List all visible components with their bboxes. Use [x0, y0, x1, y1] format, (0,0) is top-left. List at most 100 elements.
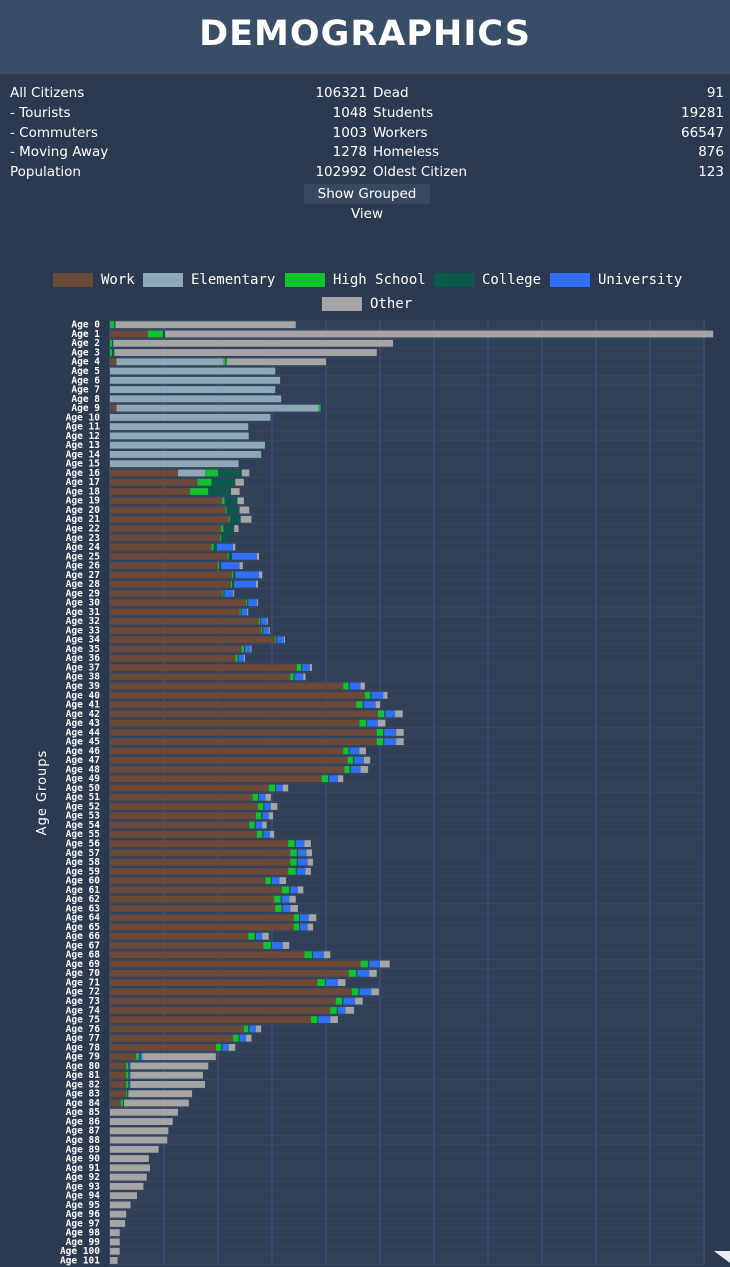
bar-segment-work — [110, 867, 289, 875]
bar-segment-work — [110, 997, 336, 1005]
bar-segment-work — [110, 534, 221, 542]
bar-segment-other — [290, 904, 298, 912]
y-tick-label: Age 97 — [66, 1218, 100, 1229]
bar-segment-other — [110, 1220, 126, 1227]
bar-segment-other — [110, 1192, 137, 1200]
bar-segment-other — [304, 840, 311, 848]
bar-segment-highschool — [126, 1071, 129, 1079]
bar-segment-highschool — [110, 321, 115, 329]
resize-handle[interactable] — [714, 1251, 730, 1263]
bar-segment-other — [380, 960, 390, 968]
bar-segment-college — [247, 599, 249, 607]
bar-segment-work — [110, 1006, 331, 1014]
bar-segment-highschool — [317, 979, 325, 986]
bar-segment-other — [309, 664, 312, 671]
bar-segment-university — [245, 645, 251, 653]
bar-segment-college — [336, 1006, 338, 1014]
bar-segment-other — [226, 358, 326, 366]
bar-segment-elementary — [110, 367, 276, 375]
bar-segment-university — [238, 654, 244, 662]
y-tick-label: Age 33 — [66, 625, 101, 636]
y-tick-label: Age 52 — [66, 801, 100, 812]
y-tick-label: Age 1 — [71, 329, 100, 340]
bar-segment-work — [110, 552, 228, 560]
bar-segment-other — [355, 997, 363, 1005]
bar-segment-work — [110, 969, 349, 977]
stat-value: 91 — [706, 85, 724, 101]
stat-row: - Tourists 1048 — [10, 103, 367, 123]
bar-segment-college — [289, 886, 291, 894]
bar-segment-university — [224, 589, 234, 597]
bar-segment-highschool — [215, 1043, 222, 1051]
bar-segment-other — [233, 589, 235, 597]
y-tick-label: Age 71 — [66, 977, 101, 988]
bar-segment-college — [162, 330, 166, 338]
bar-segment-other — [360, 766, 369, 773]
bar-segment-highschool — [230, 580, 233, 588]
bar-segment-university — [222, 1043, 229, 1051]
bar-segment-college — [211, 478, 236, 486]
bar-segment-work — [110, 719, 360, 727]
stat-value: 1278 — [332, 144, 367, 161]
bar-segment-work — [110, 506, 226, 514]
bar-segment-university — [369, 960, 380, 968]
bar-segment-work — [110, 1081, 127, 1088]
bar-segment-college — [294, 840, 296, 848]
bar-segment-highschool — [288, 867, 296, 875]
bar-segment-elementary — [116, 404, 319, 412]
bar-segment-other — [262, 932, 269, 940]
bar-segment-other — [396, 728, 404, 736]
y-tick-label: Age 38 — [66, 672, 101, 683]
bar-segment-highschool — [222, 589, 224, 597]
bar-segment-university — [300, 923, 308, 931]
y-tick-label: Age 18 — [66, 486, 101, 497]
bar-segment-other — [289, 895, 296, 903]
show-grouped-view-button[interactable]: Show Grouped View — [304, 184, 430, 222]
bar-segment-college — [356, 969, 358, 977]
legend-swatch — [434, 273, 474, 287]
y-tick-label: Age 53 — [66, 811, 101, 822]
bar-segment-other — [110, 1238, 120, 1246]
y-tick-label: Age 61 — [66, 885, 101, 896]
bar-segment-university — [349, 747, 360, 755]
bar-segment-work — [110, 1016, 311, 1024]
bar-segment-college — [299, 923, 301, 931]
y-tick-label: Age 46 — [66, 746, 101, 757]
y-tick-label: Age 41 — [66, 700, 101, 711]
bar-segment-college — [262, 627, 264, 634]
bar-segment-other — [330, 1016, 338, 1024]
bar-segment-highschool — [248, 932, 255, 940]
bar-segment-university — [262, 812, 269, 820]
y-tick-label: Age 16 — [66, 468, 101, 479]
bar-segment-university — [235, 571, 260, 579]
bar-segment-elementary — [110, 441, 265, 449]
legend-swatch — [285, 273, 325, 287]
bar-segment-work — [110, 701, 357, 709]
bar-segment-work — [110, 877, 266, 885]
bar-segment-highschool — [233, 1034, 239, 1042]
bar-segment-work — [110, 840, 289, 848]
bar-segment-college — [301, 664, 303, 671]
stat-row: Workers 66547 — [373, 123, 724, 143]
bar-segment-highschool — [257, 803, 264, 810]
legend-label: High School — [333, 272, 426, 288]
bar-segment-work — [110, 1062, 127, 1070]
bar-segment-highschool — [377, 710, 385, 718]
y-tick-label: Age 56 — [66, 839, 101, 850]
y-tick-label: Age 50 — [66, 783, 101, 794]
bar-segment-university — [272, 942, 283, 949]
bar-segment-highschool — [318, 404, 321, 412]
bar-segment-highschool — [126, 1081, 129, 1088]
y-tick-label: Age 80 — [66, 1061, 101, 1072]
bar-segment-university — [282, 904, 291, 912]
bar-segment-work — [110, 775, 322, 783]
y-tick-label: Age 51 — [66, 792, 101, 803]
y-tick-label: Age 48 — [66, 764, 101, 775]
bar-segment-university — [349, 682, 361, 690]
stat-label: Oldest Citizen — [373, 164, 468, 181]
y-tick-label: Age 13 — [66, 440, 101, 451]
bar-segment-highschool — [263, 942, 271, 949]
y-tick-label: Age 98 — [66, 1228, 101, 1239]
bar-segment-highschool — [265, 877, 271, 885]
y-tick-label: Age 15 — [66, 459, 101, 470]
